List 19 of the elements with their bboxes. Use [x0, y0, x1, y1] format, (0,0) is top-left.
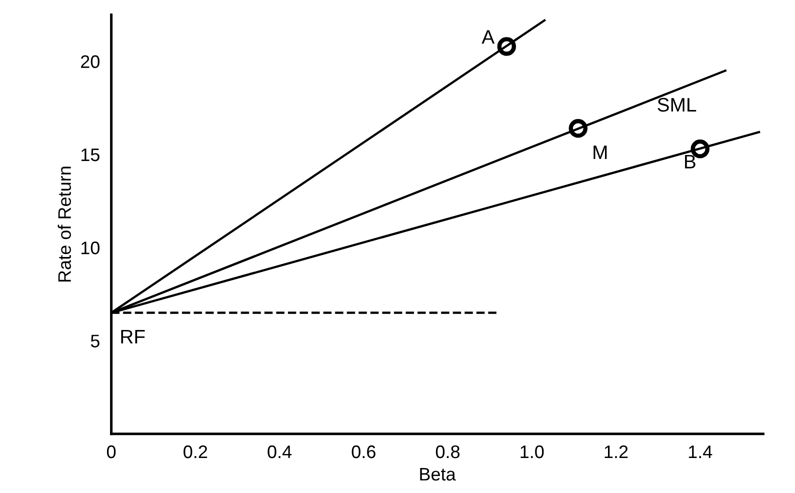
- y-tick-label: 10: [81, 242, 100, 254]
- annotation: B: [685, 154, 696, 168]
- y-tick-label: 5: [90, 334, 100, 348]
- x-tick-label: 0.8: [436, 445, 460, 458]
- x-axis-title: Beta: [420, 468, 456, 481]
- x-tick-label: 1.4: [688, 446, 712, 458]
- annotation: M: [594, 146, 607, 159]
- y-axis-title: Rate of Return: [58, 166, 71, 282]
- y-tick-label: 15: [81, 148, 100, 162]
- y-tick-label: 20: [81, 55, 100, 68]
- x-tick-label: 0.2: [184, 445, 208, 458]
- x-tick-label: 1.0: [520, 445, 544, 458]
- annotation: A: [482, 30, 495, 44]
- x-tick-label: 0.4: [268, 445, 292, 458]
- x-tick-label: 1.2: [604, 445, 628, 458]
- annotation: SML: [658, 98, 696, 112]
- x-tick-label: 0.6: [352, 445, 376, 458]
- annotation: RF: [121, 330, 145, 344]
- x-tick-label: 0: [106, 445, 116, 458]
